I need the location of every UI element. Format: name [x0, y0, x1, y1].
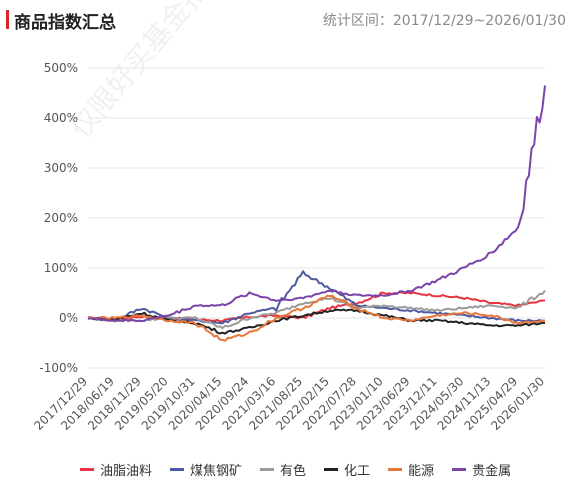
y-tick-label: -100% [39, 361, 78, 375]
line-chart: -100%0%100%200%300%400%500%2017/12/29201… [31, 61, 547, 433]
legend-swatch [388, 467, 403, 471]
legend-label: 煤焦钢矿 [190, 463, 243, 479]
chart-header: 商品指数汇总 统计区间：2017/12/29~2026/01/30 [0, 0, 578, 40]
series-line-3 [88, 308, 546, 335]
y-tick-label: 100% [44, 261, 78, 275]
chart-legend: 油脂油料 煤焦钢矿 有色 化工 能源 贵金属 [80, 458, 560, 480]
legend-label: 贵金属 [472, 463, 512, 479]
legend-item[interactable]: 贵金属 [452, 460, 511, 479]
date-range: 统计区间：2017/12/29~2026/01/30 [322, 13, 566, 29]
y-tick-label: 200% [44, 211, 78, 225]
series-line-4 [87, 294, 546, 342]
legend-item[interactable]: 油脂油料 [80, 460, 152, 479]
legend-item[interactable]: 煤焦钢矿 [170, 460, 242, 479]
legend-label: 有色 [280, 463, 307, 479]
legend-item[interactable]: 能源 [388, 460, 434, 479]
chart-title: 商品指数汇总 [14, 13, 116, 33]
y-tick-label: 500% [44, 61, 78, 75]
legend-swatch [324, 467, 339, 471]
y-tick-label: 300% [44, 161, 78, 175]
y-tick-label: 0% [59, 311, 78, 325]
legend-label: 油脂油料 [100, 463, 153, 479]
legend-item[interactable]: 有色 [260, 460, 306, 479]
series-line-5 [87, 85, 546, 322]
series-line-2 [87, 289, 546, 330]
legend-label: 化工 [344, 463, 371, 479]
legend-item[interactable]: 化工 [324, 460, 370, 479]
series-line-1 [87, 270, 546, 325]
legend-swatch [260, 467, 275, 471]
title-accent-bar [6, 10, 9, 29]
legend-swatch [80, 467, 94, 471]
y-tick-label: 400% [44, 111, 78, 125]
legend-swatch [452, 467, 467, 471]
legend-swatch [170, 467, 185, 471]
legend-label: 能源 [408, 463, 435, 479]
